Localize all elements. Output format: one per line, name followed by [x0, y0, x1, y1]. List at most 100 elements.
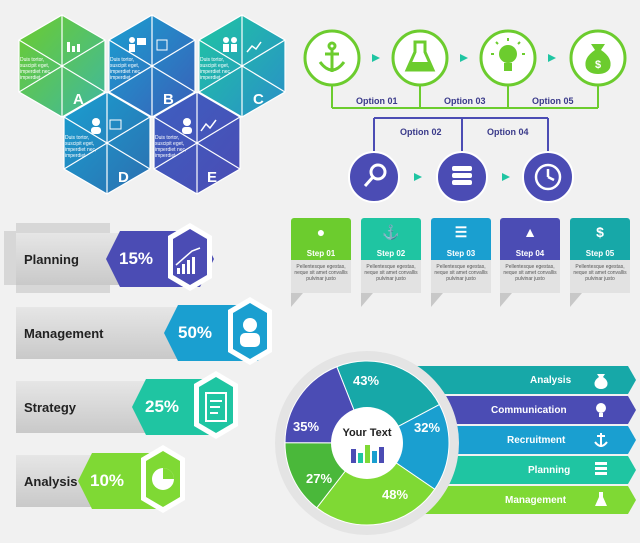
step-03-header: ☰ Step 03	[431, 218, 491, 260]
search-icon	[363, 163, 387, 187]
person-icon	[240, 318, 260, 347]
hex-b-letter: B	[163, 91, 174, 108]
donut-pct-43: 43%	[353, 373, 380, 388]
pie-icon	[152, 468, 174, 490]
donut-center	[331, 407, 403, 479]
hex-c	[198, 14, 286, 118]
hex-c-text: Duis tortor, suscipit eget, imperdiet ne…	[200, 57, 232, 81]
step-02-label: Step 02	[376, 249, 406, 258]
donut-slice-2	[316, 442, 436, 526]
donut-pct-35: 35%	[293, 419, 320, 434]
step-04-label: Step 04	[515, 249, 545, 258]
top-circle-anchor	[303, 29, 361, 87]
step-04-text: Pellentesque egestas, neque sit amet con…	[500, 260, 560, 293]
step-05-header: $ Step 05	[570, 218, 630, 260]
anchor-icon: ⚓	[382, 224, 400, 240]
screen-icon	[109, 119, 122, 130]
coins-icon	[452, 166, 472, 185]
hexagon-cluster	[18, 14, 286, 195]
flow-arrows	[372, 54, 556, 181]
hex-e-letter: E	[207, 169, 218, 186]
hex-e	[153, 91, 241, 195]
people-icon	[223, 37, 237, 52]
hex-a	[18, 14, 106, 118]
top-circle-bulb	[479, 29, 537, 87]
clock-icon	[534, 163, 562, 191]
percent-bars	[4, 223, 272, 513]
bar-analysis-pct: 10%	[90, 471, 125, 490]
trend-icon	[200, 119, 217, 132]
bar-management-pct: 50%	[178, 323, 213, 342]
hex-d-text: Duis tortor, suscipit eget, imperdiet ne…	[65, 135, 97, 159]
user-icon	[91, 118, 101, 134]
svg-text:$: $	[595, 59, 601, 71]
bar-strategy-pct: 25%	[145, 397, 180, 416]
donut-pct-48: 48%	[382, 487, 409, 502]
step-card-03: ☰ Step 03 Pellentesque egestas, neque si…	[431, 218, 491, 307]
donut-center-title: Your Text	[342, 427, 392, 439]
bar-list-icon	[205, 392, 227, 422]
option-01: Option 01	[356, 96, 398, 106]
top-circle-flask	[391, 29, 449, 87]
bar-analysis-label: Analysis	[24, 474, 78, 489]
coins-icon	[595, 462, 607, 475]
hex-b-text: Duis tortor, suscipit eget, imperdiet ne…	[110, 57, 142, 81]
bulb-icon	[491, 38, 525, 71]
money-bag-icon: $	[585, 44, 611, 74]
growth-icon	[246, 41, 262, 53]
ribbon-recruitment: Recruitment	[507, 435, 566, 446]
process-flow: $	[303, 29, 627, 203]
ribbon-icons	[594, 374, 608, 506]
donut-pct-27: 27%	[306, 471, 333, 486]
option-03: Option 03	[444, 96, 486, 106]
step-03-label: Step 03	[446, 249, 476, 258]
bar-management-label: Management	[24, 326, 104, 341]
hex-c-letter: C	[253, 91, 264, 108]
bar-planning-pct: 15%	[119, 249, 154, 268]
chart-icon	[156, 39, 168, 51]
money-bag-icon	[594, 374, 608, 389]
bottom-circle-coins	[436, 151, 488, 203]
growth-chart-icon	[175, 247, 201, 274]
flask-icon	[404, 40, 436, 72]
anchor-icon	[318, 41, 346, 72]
step-card-01: ● Step 01 Pellentesque egestas, neque si…	[291, 218, 351, 307]
step-card-02: ⚓ Step 02 Pellentesque egestas, neque si…	[361, 218, 421, 307]
bulb-icon: ●	[316, 224, 326, 240]
donut-pct-32: 32%	[414, 420, 441, 435]
step-01-label: Step 01	[306, 249, 336, 258]
center-bar-icon	[351, 445, 384, 463]
step-card-05: $ Step 05 Pellentesque egestas, neque si…	[570, 218, 630, 307]
ribbon-analysis: Analysis	[530, 375, 572, 386]
top-circle-money: $	[569, 29, 627, 87]
ribbon-planning: Planning	[528, 465, 571, 476]
step-01-text: Pellentesque egestas, neque sit amet con…	[291, 260, 351, 293]
hex-d-letter: D	[118, 169, 129, 186]
step-02-header: ⚓ Step 02	[361, 218, 421, 260]
money-bag-icon: $	[596, 224, 604, 240]
step-05-text: Pellentesque egestas, neque sit amet con…	[570, 260, 630, 293]
donut-slice-1	[366, 403, 450, 490]
hex-a-letter: A	[73, 91, 84, 108]
option-04: Option 04	[487, 127, 529, 137]
bottom-circle-search	[348, 151, 400, 203]
hex-e-text: Duis tortor, suscipit eget, imperdiet ne…	[155, 135, 187, 159]
step-03-text: Pellentesque egestas, neque sit amet con…	[431, 260, 491, 293]
donut-ribbons	[275, 351, 636, 535]
ribbon-communication: Communication	[491, 405, 567, 416]
bar-planning	[4, 223, 214, 293]
bar-strategy-label: Strategy	[24, 400, 77, 415]
option-05: Option 05	[532, 96, 574, 106]
user-icon	[182, 118, 192, 134]
ribbon-management: Management	[505, 495, 567, 506]
coins-icon: ☰	[454, 224, 468, 240]
step-card-04: ▲ Step 04 Pellentesque egestas, neque si…	[500, 218, 560, 307]
step-05-label: Step 05	[585, 249, 615, 258]
step-04-header: ▲ Step 04	[500, 218, 560, 260]
step-02-text: Pellentesque egestas, neque sit amet con…	[361, 260, 421, 293]
bar-planning-label: Planning	[24, 252, 79, 267]
hex-icons	[67, 37, 262, 134]
anchor-icon	[594, 433, 608, 447]
bulb-icon	[596, 403, 606, 417]
step-01-header: ● Step 01	[291, 218, 351, 260]
